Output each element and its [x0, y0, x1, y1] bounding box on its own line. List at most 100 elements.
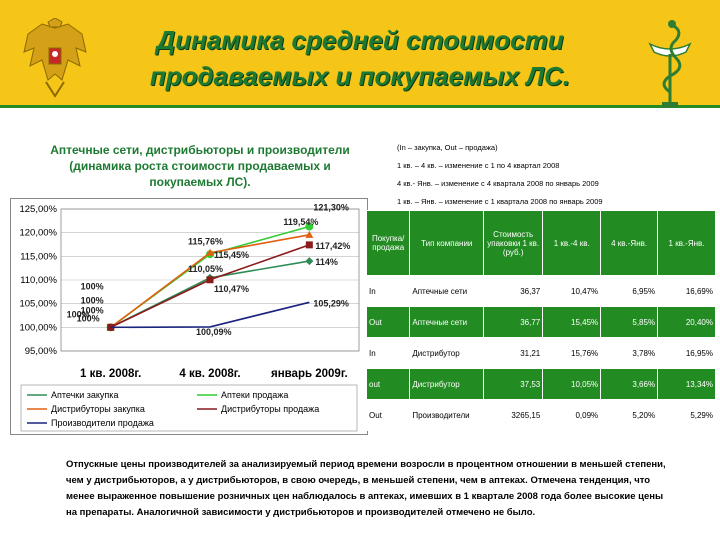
table-cell: 36,37: [483, 275, 544, 307]
data-label: 121,30%: [313, 203, 349, 213]
y-tick-label: 115,00%: [20, 251, 57, 262]
data-label: 100%: [81, 305, 104, 315]
table-cell: Производители: [409, 399, 485, 431]
data-point: [107, 323, 115, 331]
table-cell: 37,53: [483, 368, 544, 400]
table-cell: 16,69%: [657, 275, 716, 307]
table-cell: 3,78%: [600, 337, 659, 369]
table-row: out Дистрибутор 37,53 10,05% 3,66% 13,34…: [365, 368, 716, 400]
series-line: [110, 301, 310, 329]
data-label: 115,76%: [188, 237, 223, 247]
y-tick-label: 95,00%: [25, 346, 58, 357]
y-tick-label: 105,00%: [19, 299, 57, 310]
table-cell: In: [365, 337, 411, 369]
data-point: [305, 241, 313, 249]
legend-label: Аптеки продажа: [221, 390, 288, 400]
table-row: In Аптечные сети 36,37 10,47% 6,95% 16,6…: [365, 275, 716, 307]
table-row: Out Производители 3265,15 0,09% 5,20% 5,…: [365, 399, 716, 431]
y-tick-label: 110,00%: [20, 275, 57, 286]
x-tick-label: 1 кв. 2008г.: [80, 368, 141, 380]
table-header-row: Покупка/ продажа Тип компании Стоимость …: [365, 210, 716, 276]
table-cell: 3265,15: [483, 399, 544, 431]
col-header-company-type: Тип компании: [409, 210, 485, 276]
data-point: [305, 230, 314, 238]
legend-label: Производители продажа: [51, 418, 154, 428]
table-row: Out Аптечные сети 36,77 15,45% 5,85% 20,…: [365, 306, 716, 338]
table-cell: 15,45%: [542, 306, 602, 338]
table-cell: 20,40%: [657, 306, 716, 338]
data-label: 100%: [67, 309, 90, 319]
table-cell: 0,09%: [542, 399, 602, 431]
data-point: [206, 248, 214, 256]
data-label: 105,29%: [313, 298, 349, 308]
table-cell: Дистрибутор: [409, 337, 485, 369]
legend-label: Дистрибуторы закупка: [51, 404, 145, 414]
table-cell: out: [365, 368, 411, 400]
data-label: 119,54%: [283, 217, 318, 227]
x-tick-label: январь 2009г.: [271, 368, 348, 380]
table-cell: 5,85%: [600, 306, 659, 338]
caduceus-icon: [648, 20, 692, 108]
data-label: 100%: [77, 313, 100, 323]
table-cell: 10,47%: [542, 275, 602, 307]
table-cell: 36,77: [483, 306, 544, 338]
subtitle-line-1: Аптечные сети, дистрибьюторы и производи…: [50, 143, 350, 157]
legend-label: Аптечки закупка: [51, 390, 118, 400]
table-cell: 3,66%: [600, 368, 659, 400]
data-label: 110,47%: [214, 284, 249, 294]
subtitle-line-3: покупаемых ЛС).: [149, 175, 251, 189]
data-table: Покупка/ продажа Тип компании Стоимость …: [365, 210, 716, 431]
coat-of-arms-icon: [23, 18, 87, 98]
chart-container: 95,00% 100,00% 105,00% 110,00% 115,00% 120,00…: [10, 198, 368, 435]
table-cell: 13,34%: [657, 368, 716, 400]
table-cell: Аптечные сети: [409, 306, 485, 338]
table-row: In Дистрибутор 31,21 15,76% 3,78% 16,95%: [365, 337, 716, 369]
title-line-1: Динамика средней стоимости: [156, 25, 564, 55]
data-point: [305, 222, 314, 231]
summary-paragraph: Отпускные цены производителей за анализи…: [66, 459, 666, 518]
data-label: 100%: [81, 281, 104, 291]
table-cell: 10,05%: [542, 368, 602, 400]
legend-label: Дистрибуторы продажа: [221, 404, 319, 414]
table-cell: 31,21: [483, 337, 544, 369]
legend-box: [20, 384, 358, 432]
plot-area: [60, 208, 360, 352]
data-point: [305, 257, 314, 266]
title-line-2: продаваемых и покупаемых ЛС.: [149, 61, 571, 91]
table-cell: 6,95%: [600, 275, 659, 307]
data-label: 115,45%: [214, 250, 249, 260]
header-bar: [0, 0, 720, 108]
table-cell: 15,76%: [542, 337, 602, 369]
col-header-q1-jan: 1 кв.-Янв.: [657, 210, 716, 276]
col-header-q4-jan: 4 кв.-Янв.: [600, 210, 659, 276]
note-line: 4 кв.- Янв. – изменение с 4 квартала 200…: [397, 179, 599, 188]
table-cell: Аптечные сети: [409, 275, 485, 307]
table-cell: 5,29%: [657, 399, 716, 431]
data-label: 114%: [315, 257, 338, 267]
note-line: 1 кв. – Янв. – изменение с 1 квартала 20…: [397, 197, 603, 206]
data-label: 110,05%: [188, 264, 223, 274]
table-cell: Out: [365, 399, 411, 431]
table-cell: Out: [365, 306, 411, 338]
chart-subtitle: Аптечные сети, дистрибьюторы и производи…: [20, 142, 380, 190]
note-line: (In – закупка, Out – продажа): [397, 143, 498, 152]
x-tick-label: 4 кв. 2008г.: [179, 368, 240, 380]
page-title: Динамика средней стоимости продаваемых и…: [100, 22, 620, 94]
y-tick-label: 100,00%: [19, 322, 57, 333]
table-cell: Дистрибутор: [409, 368, 485, 400]
table-cell: 5,20%: [600, 399, 659, 431]
data-label: 117,42%: [315, 241, 350, 251]
table-cell: In: [365, 275, 411, 307]
col-header-q1-q4: 1 кв.-4 кв.: [542, 210, 602, 276]
note-line: 1 кв. – 4 кв. – изменение с 1 по 4 кварт…: [397, 161, 560, 170]
line-chart: 95,00% 100,00% 105,00% 110,00% 115,00% 120,00…: [19, 203, 360, 432]
subtitle-line-2: (динамика роста стоимости продаваемых и: [69, 159, 331, 173]
data-point: [206, 276, 214, 284]
y-tick-label: 125,00%: [19, 204, 57, 215]
col-header-direction: Покупка/ продажа: [365, 210, 411, 276]
data-label: 100%: [81, 295, 104, 305]
data-label: 100,09%: [196, 327, 232, 337]
notes-block: (In – закупка, Out – продажа) 1 кв. – 4 …: [397, 139, 717, 211]
table-cell: 16,95%: [657, 337, 716, 369]
y-tick-label: 120,00%: [19, 228, 57, 239]
